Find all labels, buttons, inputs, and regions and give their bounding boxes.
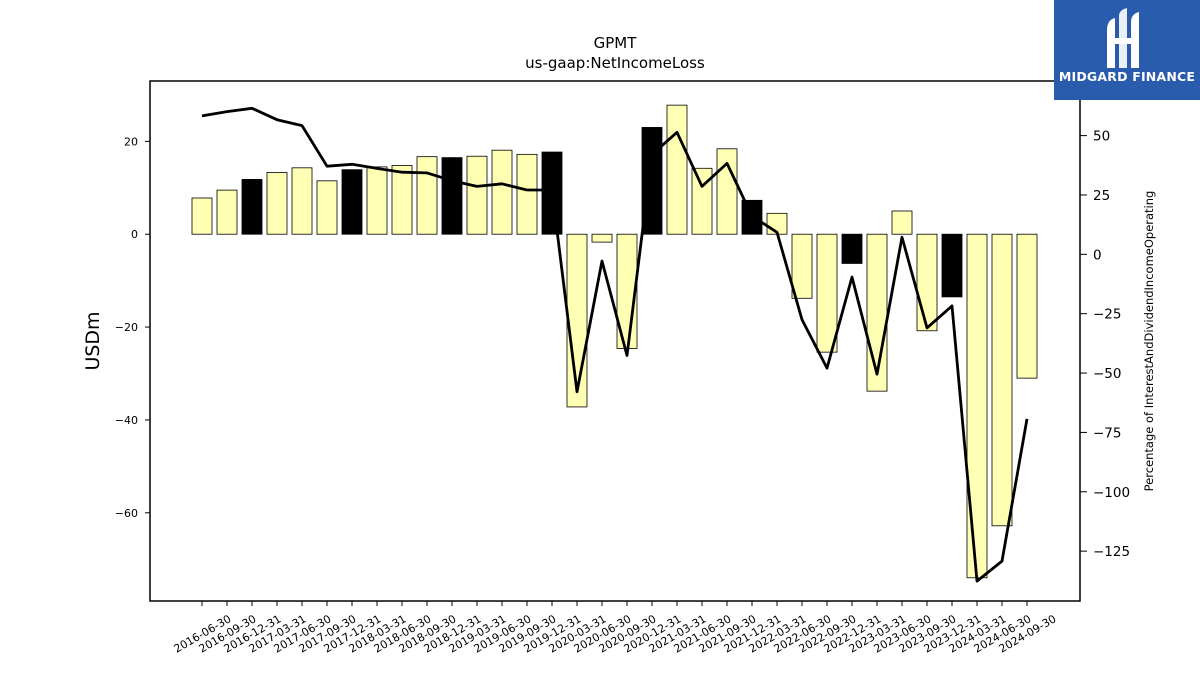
y-tick-label: −40: [115, 414, 138, 427]
bar-2024-06-30: [991, 233, 1013, 527]
bar-2021-03-31: [666, 104, 688, 235]
bar-2021-06-30: [691, 167, 713, 235]
y2-tick-label: 50: [1093, 129, 1110, 145]
bar-2021-09-30: [716, 148, 738, 235]
bar-2024-03-31: [966, 233, 988, 579]
bar-2018-06-30: [391, 165, 413, 235]
bar-2016-12-31: [241, 179, 263, 235]
bar-2016-06-30: [191, 197, 213, 235]
y-tick-label: −60: [115, 507, 138, 520]
y2-tick-label: −25: [1093, 307, 1122, 323]
y-axis: 20 0 −20 −40 −60: [115, 135, 150, 520]
bar-2024-09-30: [1016, 233, 1038, 379]
bar-2022-09-30: [816, 233, 838, 353]
y2-tick-label: −75: [1093, 425, 1122, 441]
bar-2023-06-30: [891, 210, 913, 235]
logo-mark-icon: [1107, 8, 1139, 68]
bar-2020-12-31: [641, 127, 663, 235]
y-tick-label: −20: [115, 321, 138, 334]
chart-title: GPMT: [594, 34, 638, 52]
bar-2019-06-30: [491, 149, 513, 235]
bar-2020-06-30: [591, 233, 613, 243]
bar-2017-06-30: [291, 167, 313, 235]
bar-2023-09-30: [916, 233, 938, 332]
bar-series: [191, 104, 1038, 579]
x-axis: 2016-06-302016-09-302016-12-312017-03-31…: [172, 601, 1059, 656]
bar-2023-12-31: [941, 233, 963, 298]
bar-2019-09-30: [516, 153, 538, 235]
bar-2019-03-31: [466, 155, 488, 235]
logo-text: MIDGARD FINANCE: [1058, 69, 1196, 84]
bar-2018-12-31: [441, 157, 463, 235]
y2-tick-label: 0: [1093, 247, 1102, 263]
bar-2018-03-31: [366, 166, 388, 235]
y2-tick-label: 25: [1093, 188, 1110, 204]
line-path: [201, 106, 1029, 583]
bar-2017-12-31: [341, 169, 363, 235]
bar-2017-03-31: [266, 172, 288, 235]
y-tick-label: 0: [131, 228, 138, 241]
brand-logo: MIDGARD FINANCE: [1054, 0, 1200, 100]
bar-2018-09-30: [416, 156, 438, 235]
bar-2017-09-30: [316, 180, 338, 235]
bar-2016-09-30: [216, 189, 238, 235]
line-series: [201, 106, 1029, 583]
y2-tick-label: −100: [1093, 485, 1130, 501]
y-axis-label: USDm: [82, 311, 104, 370]
y2-axis: 50 25 0 −25 −50 −75 −100 −125: [1080, 129, 1130, 560]
plot-frame: [149, 80, 1081, 602]
y2-tick-label: −50: [1093, 366, 1122, 382]
y-tick-label: 20: [124, 135, 138, 148]
y2-axis-label: Percentage of InterestAndDividendIncomeO…: [1142, 191, 1156, 492]
y2-tick-label: −125: [1093, 544, 1130, 560]
bar-2022-06-30: [791, 233, 813, 299]
bar-2022-12-31: [841, 233, 863, 264]
chart-subtitle: us-gaap:NetIncomeLoss: [525, 54, 705, 72]
